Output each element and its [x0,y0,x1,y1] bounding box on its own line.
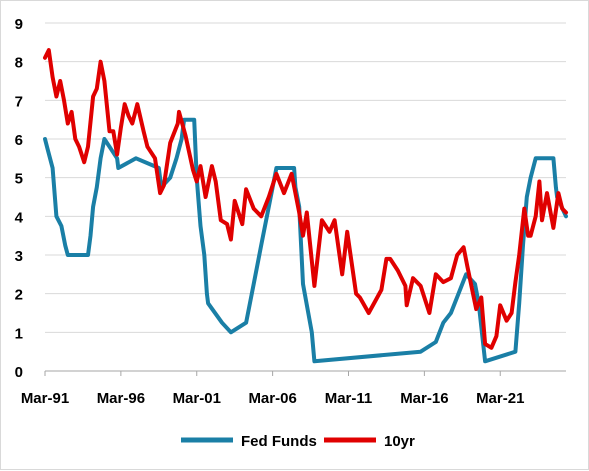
y-tick-label-6: 6 [15,132,23,149]
series-line-10yr [43,48,568,350]
x-axis-ticks: Mar-91 Mar-96 Mar-01 Mar-06 Mar-11 Mar-16 Mar-… [21,371,524,407]
legend-label-10yr: 10yr [384,433,415,450]
x-tick-label-mar-16: Mar-16 [400,390,448,407]
y-tick-label-1: 1 [15,325,23,342]
x-tick-label-mar-01: Mar-01 [173,390,221,407]
y-tick-label-2: 2 [15,287,23,304]
y-tick-label-9: 9 [15,16,23,33]
gridlines [45,22,566,333]
y-tick-label-8: 8 [15,55,23,72]
series-line-fed-funds [43,117,568,364]
y-tick-label-3: 3 [15,248,23,265]
y-tick-label-5: 5 [15,171,23,188]
legend: Fed Funds 10yr [181,433,415,450]
x-tick-label-mar-06: Mar-06 [248,390,296,407]
series-lines [43,48,568,364]
x-tick-label-mar-96: Mar-96 [97,390,145,407]
y-axis-ticks: 0 1 2 3 4 5 6 7 8 9 [15,16,24,381]
y-tick-label-7: 7 [15,93,23,110]
legend-label-fed-funds: Fed Funds [241,433,317,450]
y-tick-label-4: 4 [15,209,24,226]
y-tick-label-0: 0 [15,364,23,381]
x-tick-label-mar-21: Mar-21 [476,390,524,407]
x-tick-label-mar-11: Mar-11 [325,390,373,407]
x-tick-label-mar-91: Mar-91 [21,390,69,407]
